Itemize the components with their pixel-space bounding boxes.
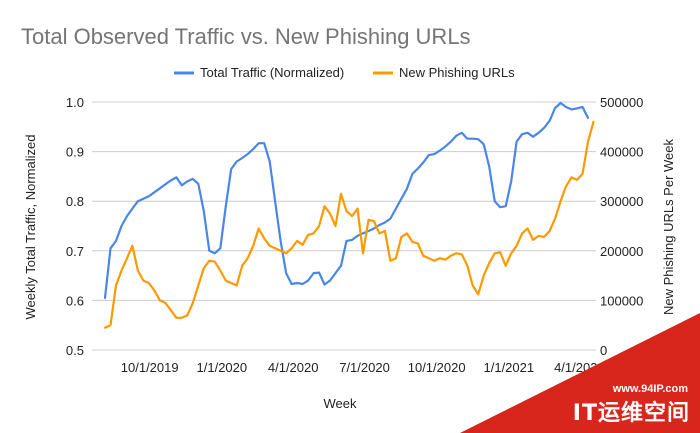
watermark-banner bbox=[460, 313, 700, 433]
x-tick-label: 4/1/2020 bbox=[268, 360, 319, 375]
left-tick-label: 0.8 bbox=[66, 194, 84, 209]
series-line-phishing-urls bbox=[103, 120, 595, 329]
right-tick-label: 500000 bbox=[600, 95, 643, 110]
left-tick-label: 0.9 bbox=[66, 145, 84, 160]
legend: Total Traffic (Normalized) New Phishing … bbox=[174, 65, 515, 80]
right-tick-label: 200000 bbox=[600, 244, 643, 259]
series-lines bbox=[103, 101, 595, 329]
watermark-url: www.94IP.com bbox=[612, 383, 688, 395]
left-axis-title: Weekly Total Traffic, Normalized bbox=[23, 135, 38, 320]
watermark: www.94IP.com IT运维空间 bbox=[460, 313, 700, 433]
x-tick-label: 1/1/2020 bbox=[197, 360, 248, 375]
legend-label-total-traffic: Total Traffic (Normalized) bbox=[200, 65, 344, 80]
legend-label-phishing-urls: New Phishing URLs bbox=[399, 65, 515, 80]
x-tick-label: 10/1/2020 bbox=[408, 360, 466, 375]
left-axis-ticks: 0.5 0.6 0.7 0.8 0.9 1.0 bbox=[66, 95, 84, 358]
right-tick-label: 100000 bbox=[600, 293, 643, 308]
x-tick-label: 10/1/2019 bbox=[121, 360, 179, 375]
left-tick-label: 0.7 bbox=[66, 244, 84, 259]
watermark-brand: IT运维空间 bbox=[572, 401, 690, 426]
right-axis-title: New Phishing URLs Per Week bbox=[661, 138, 676, 315]
left-tick-label: 0.6 bbox=[66, 293, 84, 308]
series-line-total-traffic bbox=[103, 101, 590, 299]
left-tick-label: 0.5 bbox=[66, 343, 84, 358]
x-axis-title: Week bbox=[324, 396, 357, 411]
chart-title: Total Observed Traffic vs. New Phishing … bbox=[21, 24, 471, 49]
right-tick-label: 300000 bbox=[600, 194, 643, 209]
right-tick-label: 400000 bbox=[600, 145, 643, 160]
left-tick-label: 1.0 bbox=[66, 95, 84, 110]
x-tick-label: 7/1/2020 bbox=[339, 360, 390, 375]
